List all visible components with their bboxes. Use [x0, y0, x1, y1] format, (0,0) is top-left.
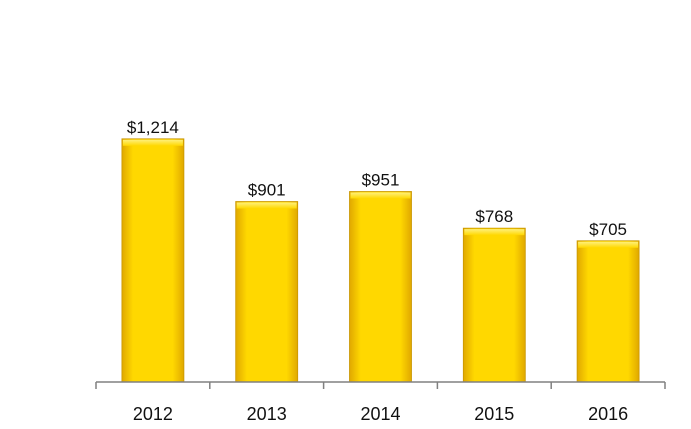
- bar-highlight-2012: [122, 139, 183, 146]
- bar-2015: [462, 227, 526, 383]
- bar-2016: [576, 240, 640, 383]
- bar-highlight-2014: [350, 192, 411, 199]
- data-label-2015: $768: [475, 207, 513, 226]
- x-tick-label-2016: 2016: [588, 404, 628, 424]
- bar-highlight-2013: [236, 202, 297, 209]
- bar-2013: [235, 201, 299, 383]
- x-axis: [95, 381, 666, 389]
- bar-highlight-2016: [578, 241, 639, 248]
- x-tick-label-2012: 2012: [133, 404, 173, 424]
- bar-2014: [349, 191, 412, 383]
- bar-2012: [121, 138, 185, 383]
- data-label-2016: $705: [589, 220, 627, 239]
- x-tick-label-2015: 2015: [474, 404, 514, 424]
- labels-layer: $1,214 2012 $901 2013 $951 2014 $768 2015 $705 20…: [127, 118, 628, 424]
- data-label-2012: $1,214: [127, 118, 179, 137]
- data-label-2013: $901: [248, 181, 286, 200]
- x-tick-label-2014: 2014: [360, 404, 400, 424]
- x-tick-label-2013: 2013: [247, 404, 287, 424]
- data-label-2014: $951: [362, 171, 400, 190]
- bar-highlight-2015: [464, 229, 525, 236]
